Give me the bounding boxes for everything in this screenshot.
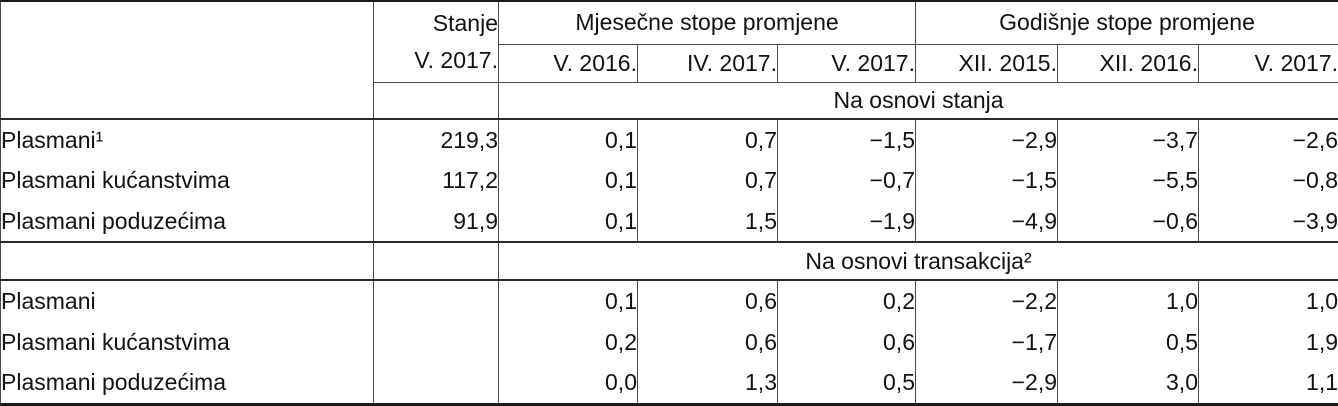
- rate-value: 1,1: [1197, 363, 1338, 404]
- empty-stanje-cell: [373, 241, 499, 280]
- rate-value: 3,0: [1057, 363, 1199, 404]
- stanje-value: 117,2: [373, 160, 499, 201]
- rate-value: −5,5: [1057, 160, 1199, 201]
- rate-value: −3,7: [1057, 118, 1199, 160]
- section-title-stanja: Na osnovi stanja: [497, 82, 1338, 119]
- annual-col-header-1: XII. 2015.: [915, 44, 1058, 83]
- section-banner-row-transakcija: Na osnovi transakcija²: [0, 241, 1338, 280]
- annual-col-header-2: XII. 2016.: [1057, 44, 1199, 83]
- rate-value: 1,5: [637, 201, 778, 242]
- rate-value: −0,7: [777, 160, 916, 201]
- row-label: Plasmani¹: [0, 118, 374, 160]
- rate-value: 0,1: [498, 279, 638, 321]
- table-row: Plasmani kućanstvima 0,2 0,6 0,6 −1,7 0,…: [1, 321, 1338, 363]
- rate-value: 0,6: [637, 279, 778, 321]
- stanje-column-header: Stanje V. 2017.: [373, 1, 499, 83]
- stanje-value: [373, 279, 499, 321]
- header-row-periods: V. 2016. IV. 2017. V. 2017. XII. 2015. X…: [1, 44, 1338, 83]
- rate-value: −0,6: [1057, 201, 1199, 242]
- rate-value: −0,8: [1197, 160, 1338, 201]
- header-row-groups: Stanje V. 2017. Mjesečne stope promjene …: [1, 1, 1338, 83]
- rate-value: −1,5: [915, 160, 1058, 201]
- rate-value: 1,0: [1197, 279, 1338, 321]
- table-row: Plasmani poduzećima 0,0 1,3 0,5 −2,9 3,0…: [1, 363, 1338, 404]
- rate-value: 1,0: [1057, 279, 1199, 321]
- row-label: Plasmani poduzećima: [1, 369, 227, 396]
- rate-value: −1,9: [777, 201, 916, 242]
- monthly-col-header-2: IV. 2017.: [637, 44, 778, 83]
- stanje-header-period: V. 2017.: [414, 46, 498, 73]
- rate-value: 0,7: [637, 118, 778, 160]
- row-label: Plasmani kućanstvima: [1, 167, 230, 193]
- rate-value: 0,0: [498, 363, 638, 404]
- rate-value: −1,5: [777, 118, 916, 160]
- monthly-rates-group-header: Mjesečne stope promjene: [498, 1, 916, 45]
- rate-value: −1,7: [915, 321, 1058, 363]
- rate-value: 0,1: [498, 118, 638, 160]
- annual-rates-group-header: Godišnje stope promjene: [914, 1, 1338, 45]
- section-banner-row-stanja: Na osnovi stanja: [1, 82, 1338, 119]
- stanje-value: [373, 363, 499, 404]
- rate-value: 0,1: [498, 160, 638, 201]
- rate-value: −2,6: [1197, 118, 1338, 160]
- stanje-value: 91,9: [373, 201, 499, 242]
- rate-value: 0,1: [498, 201, 638, 242]
- rate-value: 0,7: [637, 160, 778, 201]
- table-row: Plasmani 0,1 0,6 0,2 −2,2 1,0 1,0: [0, 279, 1338, 321]
- rate-value: −3,9: [1197, 201, 1338, 242]
- monthly-col-header-1: V. 2016.: [498, 44, 638, 83]
- rate-value: 1,9: [1197, 321, 1338, 363]
- rate-value: 0,5: [1057, 321, 1199, 363]
- corner-empty-cell: [1, 1, 374, 119]
- rate-value: 1,3: [637, 363, 778, 404]
- rate-value: 0,5: [777, 363, 916, 404]
- table-row: Plasmani kućanstvima 117,2 0,1 0,7 −0,7 …: [1, 160, 1338, 201]
- empty-label-cell: [0, 241, 374, 280]
- stanje-value: [373, 321, 499, 363]
- rate-value: −4,9: [915, 201, 1058, 242]
- monthly-col-header-3: V. 2017.: [777, 44, 916, 83]
- row-label: Plasmani kućanstvima: [1, 328, 230, 355]
- rate-value: 0,6: [777, 321, 916, 363]
- rate-value: 0,2: [777, 279, 916, 321]
- rate-value: −2,2: [915, 279, 1058, 321]
- section-title-transakcija: Na osnovi transakcija²: [497, 241, 1338, 280]
- row-label: Plasmani: [0, 279, 374, 321]
- table-row: Plasmani¹ 219,3 0,1 0,7 −1,5 −2,9 −3,7 −…: [0, 118, 1338, 160]
- rate-value: 0,6: [637, 321, 778, 363]
- rate-value: −2,9: [915, 118, 1058, 160]
- stanje-header-label: Stanje: [432, 9, 498, 36]
- table-row: Plasmani poduzećima 91,9 0,1 1,5 −1,9 −4…: [1, 201, 1338, 242]
- rate-value: −2,9: [915, 363, 1058, 404]
- annual-col-header-3: V. 2017.: [1197, 44, 1338, 83]
- empty-stanje-cell: [373, 82, 499, 119]
- stanje-value: 219,3: [373, 118, 499, 160]
- row-label: Plasmani poduzećima: [1, 207, 227, 234]
- rate-value: 0,2: [498, 321, 638, 363]
